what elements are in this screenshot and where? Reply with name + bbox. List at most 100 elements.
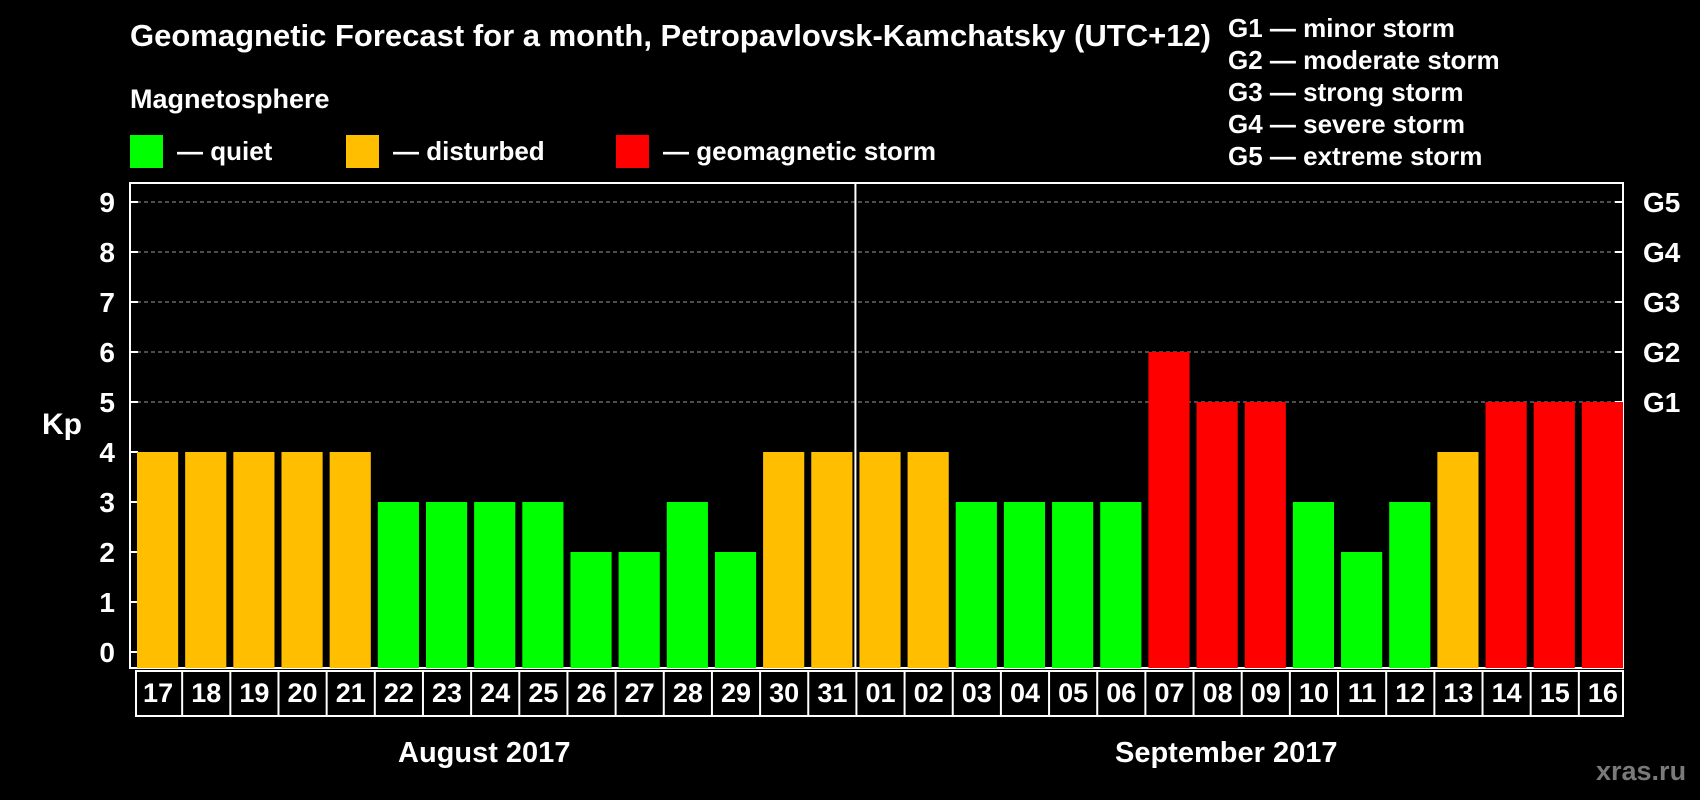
bar-04 — [1003, 502, 1046, 668]
day-label-12: 12 — [1395, 678, 1425, 708]
day-label-08: 08 — [1203, 678, 1233, 708]
storm-scale-legend: G1 — minor storm G2 — moderate storm G3 … — [1228, 12, 1500, 172]
bar-11 — [1341, 552, 1383, 668]
day-label-23: 23 — [432, 678, 462, 708]
day-label-29: 29 — [721, 678, 751, 708]
y-tick-label-3: 3 — [99, 487, 115, 518]
day-label-17: 17 — [143, 678, 173, 708]
day-label-19: 19 — [239, 678, 269, 708]
day-label-10: 10 — [1299, 678, 1329, 708]
y-tick-label-2: 2 — [99, 537, 115, 568]
bar-18 — [185, 452, 227, 668]
day-label-frame — [135, 670, 1624, 717]
day-label-22: 22 — [384, 678, 414, 708]
day-label-28: 28 — [673, 678, 703, 708]
storm-scale-g4: G4 — severe storm — [1228, 109, 1466, 139]
storm-scale-g5: G5 — extreme storm — [1228, 141, 1483, 171]
y-tick-label-9: 9 — [99, 187, 115, 218]
y-tick-label-4: 4 — [99, 437, 115, 468]
bar-07 — [1148, 352, 1190, 668]
day-label-15: 15 — [1540, 678, 1570, 708]
bar-23 — [425, 502, 468, 668]
bar-28 — [666, 502, 708, 668]
day-label-01: 01 — [865, 678, 895, 708]
bar-31 — [811, 452, 853, 668]
bar-25 — [522, 502, 564, 668]
storm-scale-g2: G2 — moderate storm — [1228, 45, 1500, 75]
bar-16 — [1581, 402, 1623, 668]
day-label-20: 20 — [288, 678, 318, 708]
storm-level-g4: G4 — [1643, 237, 1681, 268]
chart-title: Geomagnetic Forecast for a month, Petrop… — [130, 18, 1212, 53]
storm-level-g3: G3 — [1643, 287, 1680, 318]
day-label-02: 02 — [914, 678, 944, 708]
bar-09 — [1244, 402, 1286, 668]
legend-disturbed-label: — disturbed — [393, 135, 545, 166]
y-axis-label: Kp — [42, 408, 82, 441]
day-label-25: 25 — [528, 678, 558, 708]
legend-storm: — geomagnetic storm — [616, 134, 936, 168]
month-label-august: August 2017 — [398, 737, 571, 769]
day-label-14: 14 — [1492, 678, 1522, 708]
bar-14 — [1485, 402, 1527, 668]
y-tick-label-6: 6 — [99, 337, 115, 368]
bar-19 — [233, 452, 275, 668]
storm-scale-g1: G1 — minor storm — [1228, 13, 1455, 43]
y-tick-label-7: 7 — [99, 287, 115, 318]
site-watermark: xras.ru — [1596, 756, 1687, 786]
day-label-24: 24 — [480, 678, 510, 708]
bar-10 — [1292, 502, 1335, 668]
storm-level-g1: G1 — [1643, 387, 1680, 418]
bar-20 — [281, 452, 323, 668]
bar-22 — [377, 502, 419, 668]
day-label-31: 31 — [817, 678, 847, 708]
bar-01 — [859, 452, 901, 668]
bar-08 — [1196, 402, 1238, 668]
bar-12 — [1389, 502, 1431, 668]
y-tick-label-1: 1 — [99, 587, 115, 618]
day-label-05: 05 — [1058, 678, 1088, 708]
day-label-04: 04 — [1010, 678, 1040, 708]
day-label-21: 21 — [336, 678, 366, 708]
chart-subtitle: Magnetosphere — [130, 84, 330, 114]
bar-29 — [714, 552, 757, 668]
day-label-30: 30 — [769, 678, 799, 708]
day-label-16: 16 — [1588, 678, 1618, 708]
legend-quiet-swatch — [130, 134, 163, 168]
bar-15 — [1533, 402, 1575, 668]
day-label-09: 09 — [1251, 678, 1281, 708]
storm-level-g2: G2 — [1643, 337, 1680, 368]
bar-03 — [955, 502, 997, 668]
day-label-18: 18 — [191, 678, 221, 708]
legend-quiet-label: — quiet — [177, 135, 273, 166]
y-tick-label-8: 8 — [99, 237, 115, 268]
bar-24 — [474, 502, 516, 668]
day-label-27: 27 — [625, 678, 655, 708]
legend-disturbed-swatch — [346, 134, 379, 168]
day-label-07: 07 — [1154, 678, 1184, 708]
storm-level-g5: G5 — [1643, 187, 1680, 218]
day-label-03: 03 — [962, 678, 992, 708]
day-label-26: 26 — [577, 678, 607, 708]
y-tick-label-0: 0 — [99, 637, 115, 668]
legend-storm-label: — geomagnetic storm — [663, 135, 937, 166]
bar-27 — [618, 552, 660, 668]
bar-13 — [1437, 452, 1479, 668]
legend-disturbed: — disturbed — [346, 134, 545, 168]
month-label-september: September 2017 — [1115, 737, 1338, 769]
day-label-11: 11 — [1348, 678, 1377, 708]
bar-26 — [570, 552, 612, 668]
day-label-13: 13 — [1443, 678, 1473, 708]
bar-17 — [137, 452, 179, 668]
day-label-06: 06 — [1106, 678, 1136, 708]
legend-storm-swatch — [616, 134, 649, 168]
bar-02 — [907, 452, 949, 668]
bar-21 — [329, 452, 371, 668]
bar-30 — [763, 452, 805, 668]
bar-05 — [1052, 502, 1094, 668]
storm-scale-g3: G3 — strong storm — [1228, 77, 1464, 107]
legend-quiet: — quiet — [130, 134, 272, 168]
y-tick-label-5: 5 — [99, 387, 115, 418]
bar-06 — [1100, 502, 1142, 668]
